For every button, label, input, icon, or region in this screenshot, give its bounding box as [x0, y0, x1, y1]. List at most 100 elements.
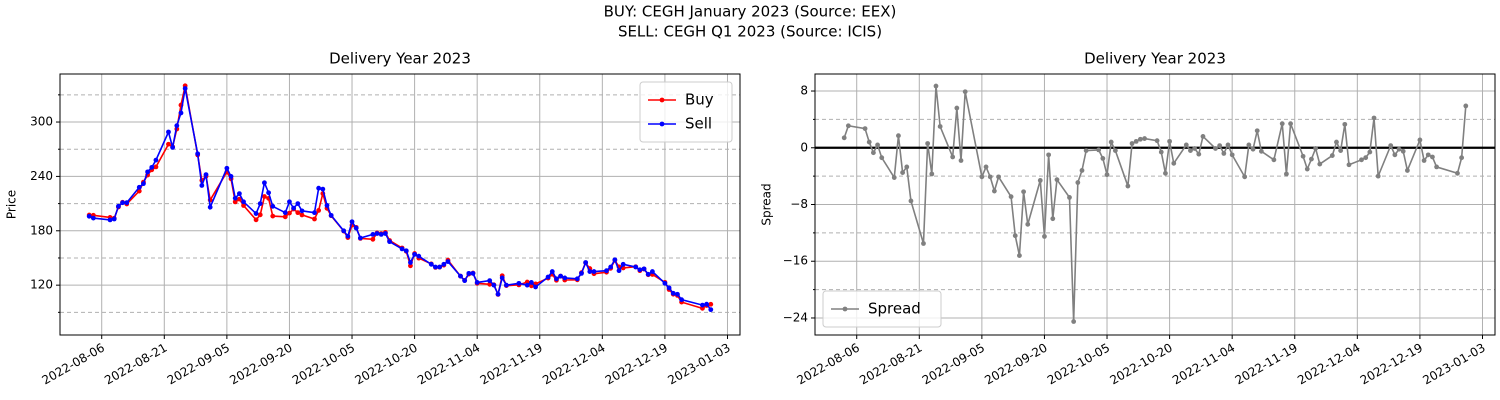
data-point: [241, 199, 246, 205]
data-point: [1042, 234, 1047, 239]
data-point: [533, 284, 538, 290]
data-point: [1313, 146, 1319, 151]
data-point: [1096, 147, 1102, 153]
data-point: [195, 151, 201, 157]
data-point: [554, 276, 559, 282]
legend-marker: [659, 121, 665, 127]
data-point: [987, 174, 993, 180]
data-point: [1021, 189, 1026, 195]
data-point: [228, 174, 234, 179]
y-tick-label: −24: [783, 310, 808, 324]
data-point: [1104, 172, 1110, 178]
data-point: [704, 301, 710, 307]
data-point: [341, 228, 347, 234]
data-point: [1171, 160, 1177, 166]
data-point: [1071, 319, 1077, 324]
data-point: [387, 239, 392, 245]
data-point: [262, 180, 267, 186]
data-point: [312, 216, 317, 222]
data-point: [1392, 152, 1398, 158]
axes-title: Delivery Year 2023: [1084, 50, 1226, 68]
data-point: [1037, 177, 1043, 183]
x-tick-label: 2022-09-05: [920, 341, 987, 388]
data-point: [979, 174, 985, 180]
axes-title: Delivery Year 2023: [329, 50, 471, 68]
data-point: [921, 241, 926, 246]
data-point: [257, 201, 263, 206]
data-point: [107, 217, 113, 223]
data-point: [174, 123, 180, 129]
data-point: [608, 264, 614, 270]
data-point: [991, 188, 997, 194]
data-point: [900, 170, 906, 175]
data-point: [1434, 164, 1439, 170]
data-point: [549, 269, 555, 274]
x-tick-label: 2022-12-19: [1358, 341, 1425, 388]
data-point: [950, 154, 956, 160]
data-point: [312, 210, 317, 216]
data-point: [328, 212, 334, 218]
data-point: [503, 282, 509, 288]
data-point: [1246, 142, 1252, 148]
y-axis-label: Spread: [760, 183, 774, 225]
x-tick-label: 2022-08-21: [102, 341, 169, 388]
data-point: [1396, 146, 1402, 152]
data-point: [1329, 153, 1335, 158]
data-point: [1196, 151, 1202, 157]
data-point: [224, 165, 230, 171]
data-point: [1167, 138, 1173, 144]
data-point: [637, 267, 643, 273]
data-point: [1367, 149, 1373, 155]
legend-label: Spread: [868, 300, 921, 318]
x-tick-label: 2022-12-04: [540, 341, 607, 388]
data-point: [207, 204, 213, 210]
data-point: [282, 210, 288, 216]
data-point: [1346, 162, 1352, 168]
data-point: [1258, 148, 1264, 154]
x-tick-label: 2022-11-04: [1170, 341, 1237, 388]
data-point: [529, 280, 534, 285]
data-point: [958, 158, 964, 163]
data-point: [299, 208, 305, 214]
data-point: [1050, 216, 1056, 222]
data-point: [166, 129, 171, 135]
x-tick-label: 2022-10-20: [352, 341, 419, 388]
data-point: [587, 269, 593, 274]
y-tick-label: 120: [30, 278, 53, 292]
data-point: [574, 276, 580, 282]
data-point: [871, 150, 876, 156]
data-point: [353, 225, 359, 231]
data-point: [675, 291, 680, 297]
axes-frame: [814, 73, 1496, 336]
data-point: [1425, 152, 1431, 158]
data-point: [645, 271, 651, 277]
data-point: [1133, 138, 1139, 144]
data-point: [299, 212, 305, 218]
data-point: [1279, 121, 1285, 127]
data-point: [345, 233, 351, 239]
data-point: [487, 281, 493, 287]
data-point: [324, 203, 330, 208]
x-tick-label: 2022-09-20: [227, 341, 294, 388]
axes-frame: [59, 73, 741, 336]
data-point: [708, 307, 714, 313]
data-point: [495, 291, 501, 297]
y-tick-label: 180: [30, 223, 53, 237]
data-point: [295, 210, 301, 216]
x-tick-label: 2022-10-05: [1045, 341, 1112, 388]
data-point: [153, 164, 159, 170]
data-point: [929, 171, 935, 177]
x-tick-label: 2022-11-19: [1233, 341, 1300, 388]
data-point: [253, 211, 259, 216]
data-point: [236, 191, 242, 197]
data-point: [1054, 177, 1060, 183]
data-point: [591, 269, 597, 274]
data-point: [170, 145, 176, 150]
legend-marker: [659, 97, 665, 103]
data-point: [120, 200, 125, 206]
data-point: [111, 216, 117, 222]
data-point: [1154, 138, 1160, 144]
data-point: [403, 248, 409, 254]
data-point: [845, 123, 851, 129]
data-point: [925, 141, 931, 146]
